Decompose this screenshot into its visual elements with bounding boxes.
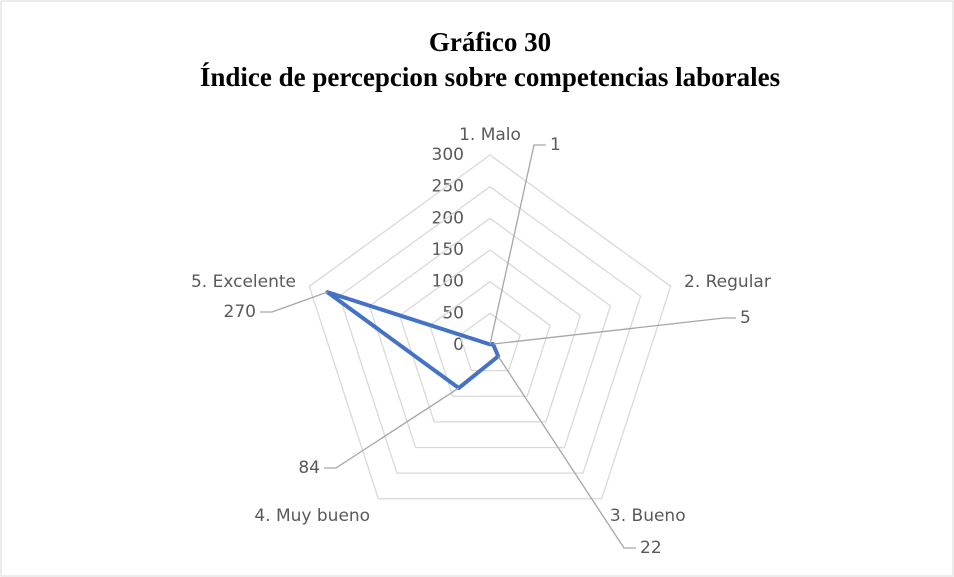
leader-line [324,387,460,469]
chart-subtitle: Índice de percepcion sobre competencias … [200,62,780,92]
y-tick-label: 0 [453,335,464,355]
category-label: 3. Bueno [610,506,686,526]
grid-line [429,280,551,397]
leader-line [492,317,736,345]
data-label: 22 [640,538,662,558]
grid-line [308,154,672,500]
y-tick-label: 50 [442,303,464,323]
grid-line [368,217,612,449]
leader-line [497,355,636,549]
category-label: 2. Regular [684,272,771,292]
leader-line [489,144,546,345]
y-tick-label: 300 [432,145,464,165]
leader-line [260,291,328,313]
data-label: 84 [298,458,320,478]
data-label: 1 [550,135,561,155]
chart-title: Gráfico 30 [429,27,551,57]
series-line [325,290,501,391]
category-label: 5. Excelente [191,272,296,292]
category-label: 1. Malo [459,125,521,145]
grid-line [338,185,642,474]
data-label: 270 [224,302,256,322]
data-label: 5 [740,308,751,328]
category-label: 4. Muy bueno [254,506,370,526]
grid-line [398,249,582,423]
grid-line [459,312,521,372]
